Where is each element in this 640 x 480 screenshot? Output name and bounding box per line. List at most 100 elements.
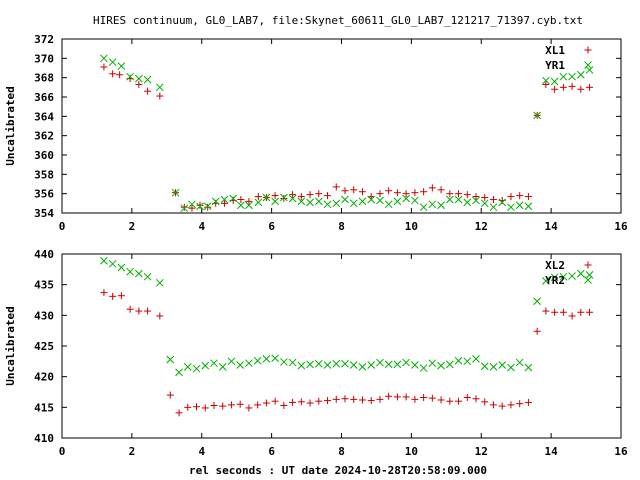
data-point-YR2 [367, 361, 376, 369]
data-point-YR1 [323, 200, 332, 209]
data-point-XL2 [524, 398, 532, 406]
data-point-XL1 [524, 193, 532, 201]
data-point-XL2 [117, 292, 125, 300]
data-point-YR2 [155, 278, 164, 287]
data-point-XL1 [481, 194, 489, 202]
x-tick-label: 10 [405, 445, 418, 458]
data-point-YR2 [126, 267, 134, 276]
data-point-XL2 [144, 307, 152, 315]
data-point-YR2 [288, 358, 297, 367]
data-point-XL2 [446, 397, 454, 405]
data-point-XL2 [507, 401, 515, 409]
data-point-XL1 [463, 191, 471, 199]
data-point-XL1 [411, 189, 419, 197]
data-point-XL1 [376, 190, 384, 198]
data-point-XL2 [109, 292, 117, 300]
data-point-YR1 [108, 58, 117, 67]
data-point-YR1 [126, 72, 134, 81]
data-point-XL2 [542, 307, 550, 315]
data-point-YR1 [196, 202, 204, 211]
data-point-XL2 [245, 404, 253, 412]
data-point-YR2 [245, 359, 253, 368]
data-point-YR2 [227, 357, 236, 366]
data-point-XL2 [551, 308, 559, 316]
series-YR2 [100, 256, 594, 377]
data-point-YR2 [480, 362, 489, 371]
data-point-YR1 [358, 197, 367, 206]
data-point-XL2 [393, 393, 401, 401]
data-point-YR1 [576, 70, 585, 79]
x-tick-label: 8 [338, 220, 345, 233]
data-point-XL1 [402, 190, 410, 198]
data-point-XL2 [358, 396, 366, 404]
y-tick-label: 362 [34, 130, 54, 143]
data-point-XL1 [559, 83, 567, 91]
data-point-XL1 [100, 63, 108, 71]
data-point-YR2 [297, 361, 306, 370]
data-point-YR1 [585, 66, 594, 74]
data-point-YR1 [279, 193, 288, 202]
y-tick-label: 430 [34, 309, 54, 322]
data-point-YR2 [262, 355, 271, 363]
data-point-YR1 [445, 195, 454, 204]
data-point-YR1 [568, 72, 576, 81]
data-point-XL2 [367, 397, 375, 405]
data-point-XL1 [254, 193, 262, 201]
data-point-XL2 [289, 398, 297, 406]
x-tick-label: 6 [268, 220, 275, 233]
data-point-XL1 [516, 192, 524, 200]
data-point-YR1 [262, 193, 271, 202]
panels-group: 0 2 4 6 8 10 12 14 16 354 356 358 360 362 364 366 368 370… [4, 33, 628, 458]
data-point-XL2 [533, 327, 541, 335]
data-point-XL2 [297, 398, 305, 406]
x-tick-label: 16 [614, 220, 628, 233]
data-point-YR1 [437, 201, 445, 210]
data-point-XL1 [507, 193, 515, 201]
data-point-XL1 [220, 199, 228, 207]
data-point-XL2 [175, 409, 183, 417]
data-point-XL2 [193, 403, 201, 411]
data-point-XL2 [385, 392, 393, 400]
data-point-YR2 [279, 358, 288, 366]
data-point-YR1 [314, 197, 323, 206]
data-point-XL2 [100, 289, 108, 297]
data-point-XL2 [472, 395, 480, 403]
y-tick-label: 420 [34, 371, 54, 384]
data-point-XL2 [559, 308, 567, 316]
data-point-XL1 [332, 183, 340, 191]
data-point-YR1 [117, 62, 126, 70]
data-point-YR2 [349, 361, 358, 369]
data-point-XL1 [280, 195, 288, 202]
x-axis-label: rel seconds : UT date 2024-10-28T20:58:0… [189, 464, 487, 477]
legend-marker-XL1 [584, 46, 592, 54]
series-XL1 [100, 63, 594, 212]
x-tick-label: 2 [129, 445, 136, 458]
data-point-YR2 [507, 363, 515, 372]
data-point-XL2 [428, 394, 436, 402]
data-point-YR1 [542, 76, 550, 85]
data-point-YR1 [155, 83, 164, 92]
data-point-YR1 [489, 203, 498, 212]
data-point-YR2 [218, 362, 227, 371]
chart-title: HIRES continuum, GL0_LAB7, file:Skynet_6… [93, 14, 583, 27]
data-point-YR1 [332, 199, 341, 208]
y-tick-label: 410 [34, 432, 54, 445]
data-point-XL1 [135, 80, 143, 88]
x-tick-label: 4 [198, 220, 205, 233]
data-point-YR2 [376, 358, 384, 367]
data-point-YR1 [203, 202, 212, 211]
data-point-YR2 [108, 259, 117, 268]
data-point-YR2 [559, 272, 568, 281]
data-point-XL1 [245, 197, 253, 205]
y-tick-label: 372 [34, 33, 54, 46]
data-point-XL1 [551, 85, 559, 93]
data-point-XL2 [135, 307, 143, 315]
data-point-YR2 [585, 270, 594, 279]
data-point-XL2 [126, 305, 134, 313]
data-point-XL1 [180, 203, 188, 211]
data-point-XL1 [542, 80, 550, 88]
plot-panel-2: 0 2 4 6 8 10 12 14 16 410 415 420 425 430 435 440 Uncali… [4, 248, 628, 458]
data-point-XL2 [254, 401, 262, 409]
data-point-XL1 [437, 186, 445, 194]
data-point-XL1 [297, 193, 305, 201]
